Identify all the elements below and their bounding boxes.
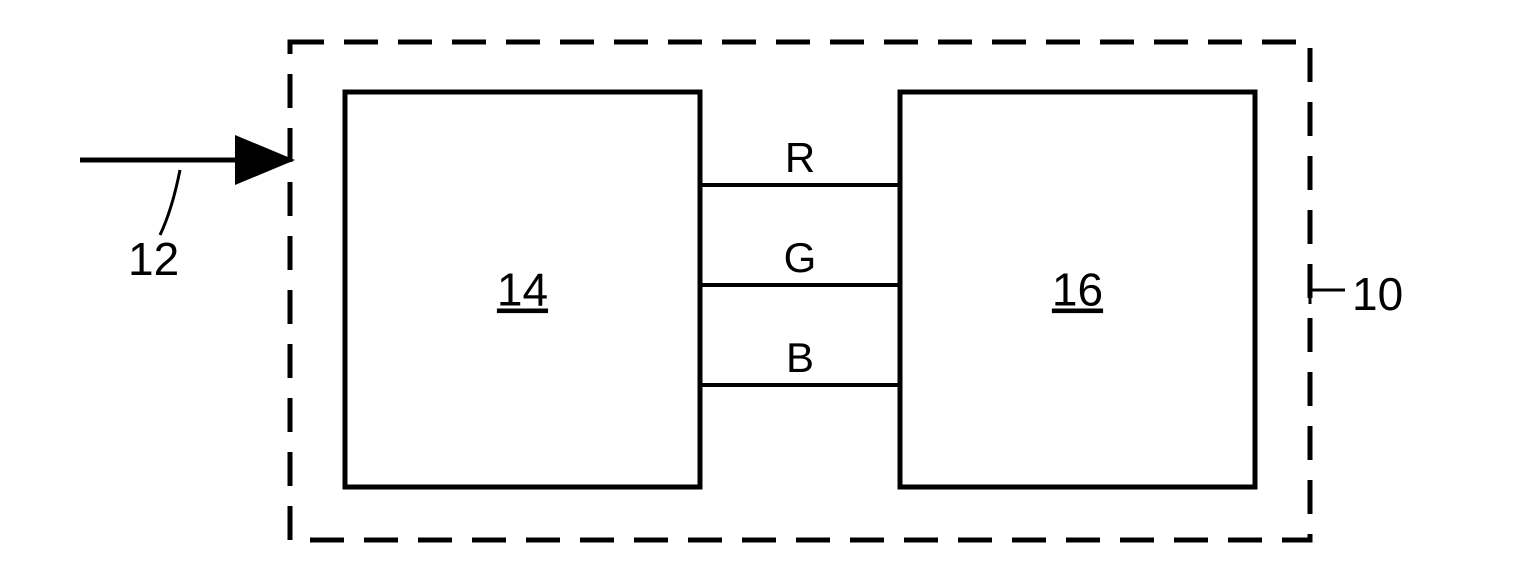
container-label: 10 (1310, 268, 1403, 320)
container-label-text: 10 (1352, 268, 1403, 320)
connection-label-G: G (784, 234, 817, 281)
connections: R G B (700, 134, 900, 385)
block-label-14: 14 (497, 264, 548, 316)
input-arrow-label: 12 (128, 233, 179, 285)
connection-label-B: B (786, 334, 814, 381)
block-label-16: 16 (1052, 264, 1103, 316)
input-arrow: 12 (80, 160, 290, 285)
connection-label-R: R (785, 134, 815, 181)
block-16: 16 (900, 92, 1255, 487)
block-14: 14 (345, 92, 700, 487)
block-diagram: 14 16 R G B 12 10 (0, 0, 1513, 583)
